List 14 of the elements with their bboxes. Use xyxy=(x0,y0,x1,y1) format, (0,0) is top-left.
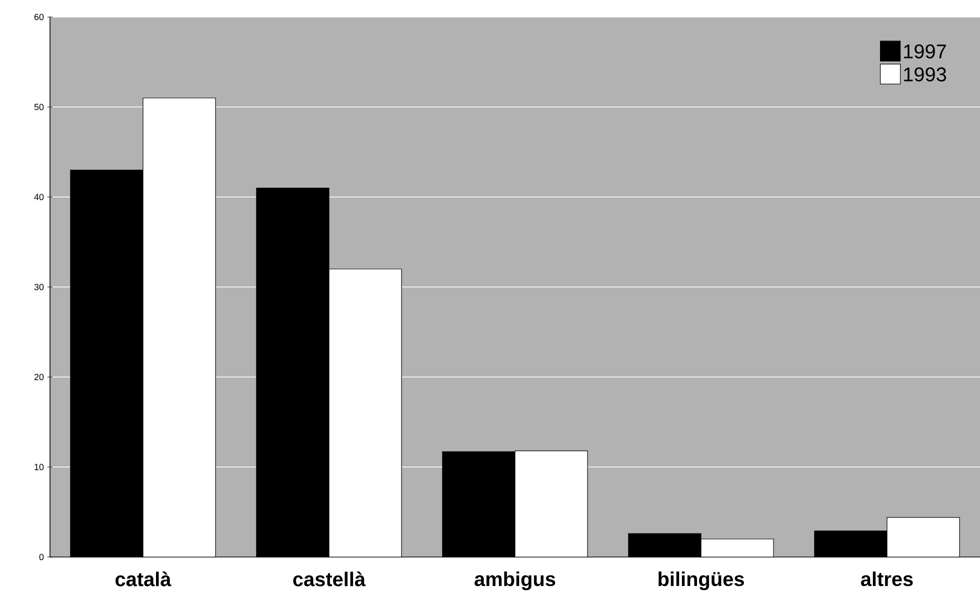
y-tick-label: 50 xyxy=(34,104,44,110)
y-tick-label: 20 xyxy=(34,374,44,380)
x-tick-label: bilingües xyxy=(658,572,744,590)
x-tick-label: català xyxy=(116,572,172,586)
x-tick-label: castellà xyxy=(293,572,366,586)
y-tick-label: 0 xyxy=(39,554,44,560)
legend-label: 1997 xyxy=(904,44,946,58)
y-tick-label: 40 xyxy=(34,194,44,200)
x-tick-label: altres xyxy=(861,572,913,586)
legend-label: 1993 xyxy=(904,67,946,82)
x-tick-label: ambigus xyxy=(474,572,556,590)
y-tick-label: 60 xyxy=(34,14,44,20)
y-tick-label: 30 xyxy=(34,284,44,290)
y-tick-label: 10 xyxy=(34,464,44,470)
